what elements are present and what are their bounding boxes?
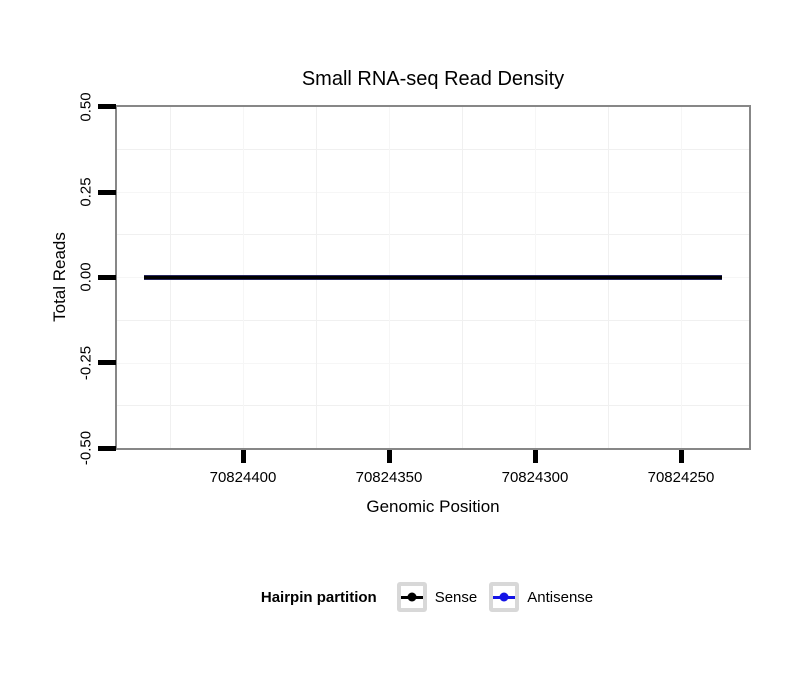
gridline-minor-h xyxy=(117,320,749,321)
y-tick xyxy=(98,104,116,109)
legend-item-antisense: Antisense xyxy=(489,582,593,612)
x-tick-label: 70824400 xyxy=(209,469,277,486)
y-axis-title: Total Reads xyxy=(50,232,69,322)
gridline-minor-h xyxy=(117,234,749,235)
x-tick xyxy=(679,450,684,463)
sense-read-line xyxy=(144,276,722,279)
antisense-legend-key xyxy=(489,582,520,612)
y-tick-label: 0.50 xyxy=(77,92,95,122)
gridline-minor-h xyxy=(117,405,749,406)
antisense-read-line xyxy=(144,275,722,280)
x-axis-title: Genomic Position xyxy=(366,497,500,516)
plot-panel xyxy=(115,105,751,450)
chart-title: Small RNA-seq Read Density xyxy=(301,68,565,90)
legend-label-sense: Sense xyxy=(434,588,478,606)
y-tick-label: -0.50 xyxy=(77,430,95,466)
legend-label-antisense: Antisense xyxy=(527,588,594,606)
legend-item-sense: Sense xyxy=(396,582,478,612)
x-tick-label: 70824300 xyxy=(501,469,569,486)
y-tick-label: -0.25 xyxy=(77,345,95,381)
x-tick xyxy=(241,450,246,463)
y-tick xyxy=(98,446,116,451)
gridline-major-h xyxy=(117,192,749,193)
y-tick-label: 0.00 xyxy=(77,262,95,292)
legend-title: Hairpin partition xyxy=(260,588,377,606)
y-tick xyxy=(98,360,116,365)
legend: Hairpin partition Sense Antisense xyxy=(115,578,751,616)
sense-legend-key xyxy=(396,582,427,612)
y-tick-label: 0.25 xyxy=(77,177,95,207)
gridline-minor-h xyxy=(117,149,749,150)
y-tick xyxy=(98,190,116,195)
antisense-point-glyph-icon xyxy=(499,592,509,602)
x-tick xyxy=(533,450,538,463)
x-tick-label: 70824250 xyxy=(647,469,715,486)
y-tick xyxy=(98,275,116,280)
x-tick-label: 70824350 xyxy=(355,469,423,486)
gridline-major-h xyxy=(117,363,749,364)
x-tick xyxy=(387,450,392,463)
sense-point-glyph-icon xyxy=(407,592,417,602)
